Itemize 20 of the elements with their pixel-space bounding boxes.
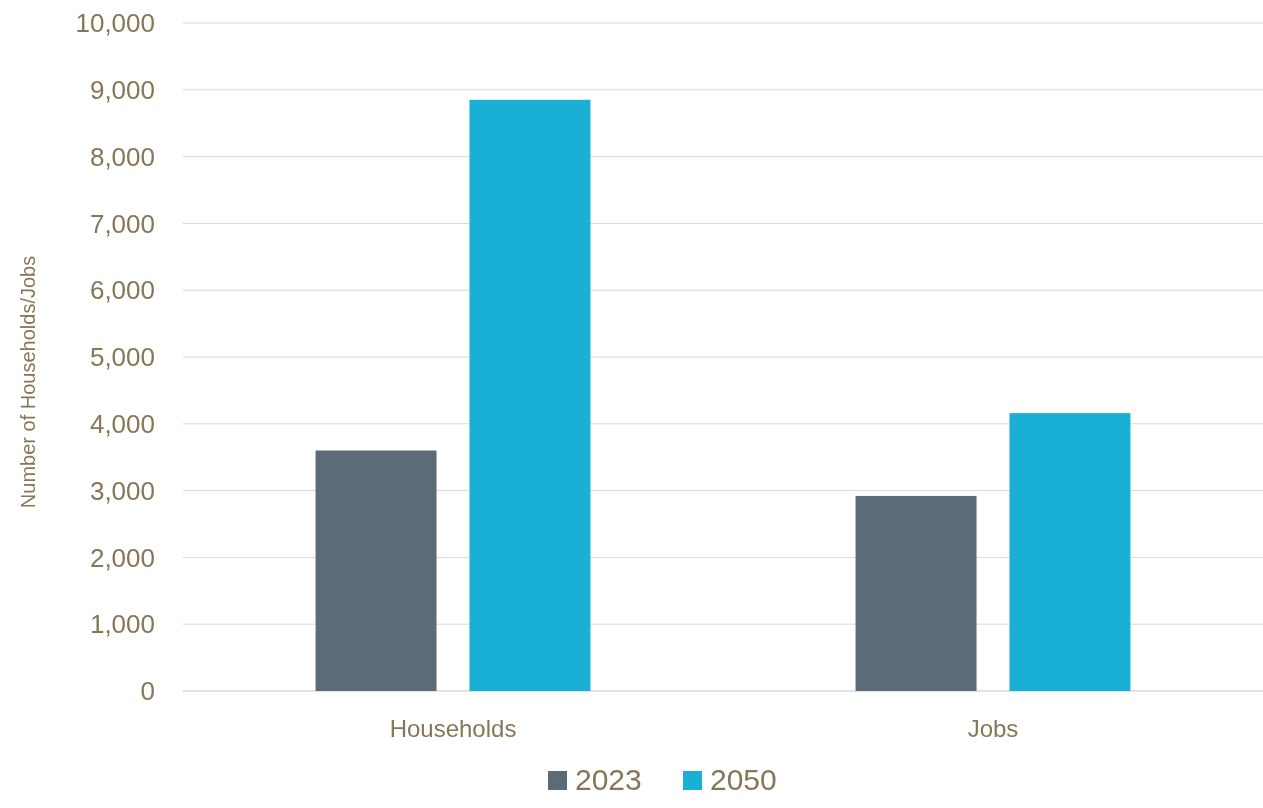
y-tick-label: 4,000 — [89, 408, 155, 439]
y-tick-label: 9,000 — [89, 74, 155, 105]
y-tick-label: 6,000 — [89, 275, 155, 306]
x-tick-label: Jobs — [967, 715, 1019, 743]
y-tick-label: 5,000 — [89, 342, 155, 373]
legend-label: 2050 — [710, 763, 777, 796]
y-tick-label: 1,000 — [89, 609, 155, 640]
y-tick-label: 7,000 — [89, 208, 155, 239]
y-tick-label: 10,000 — [75, 8, 155, 39]
bar — [469, 99, 591, 691]
bar — [855, 495, 977, 691]
y-tick-label: 8,000 — [89, 141, 155, 172]
legend-label: 2023 — [575, 763, 642, 796]
bar — [1009, 413, 1131, 691]
y-tick-label: 3,000 — [89, 475, 155, 506]
y-tick-label: 0 — [140, 676, 155, 707]
bar — [315, 450, 437, 691]
y-tick-label: 2,000 — [89, 542, 155, 573]
x-tick-label: Households — [389, 715, 517, 743]
y-axis-title: Number of Households/Jobs — [17, 255, 39, 509]
